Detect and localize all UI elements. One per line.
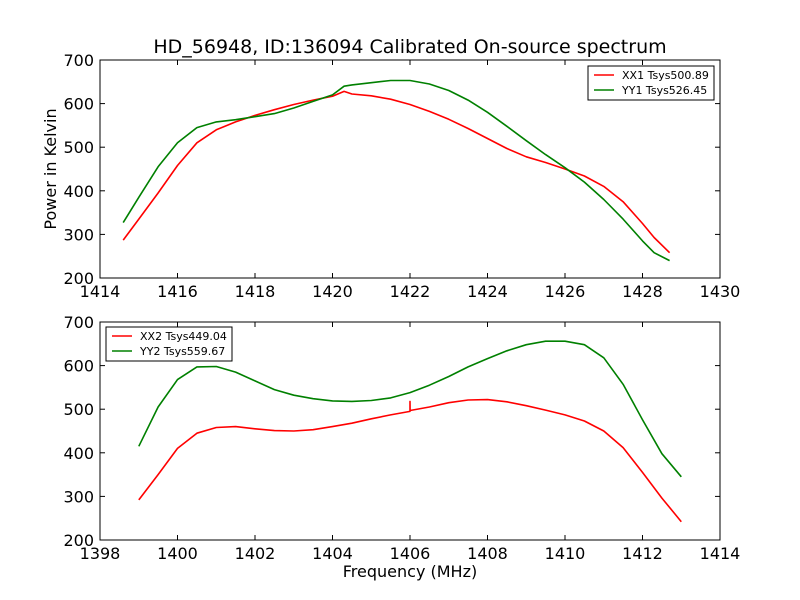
legend-label: YY2 Tsys559.67 — [139, 345, 225, 358]
series-line-2-1 — [138, 398, 682, 523]
figure-title: HD_56948, ID:136094 Calibrated On-source… — [153, 36, 666, 58]
x-tick-label: 1410 — [545, 544, 586, 563]
legend-1: XX1 Tsys500.89 YY1 Tsys526.45 — [587, 65, 715, 101]
legend-label: XX1 Tsys500.89 — [622, 69, 709, 82]
legend-box — [105, 326, 233, 362]
chart-panel-2: 1398 1400 1402 1404 1406 1408 1410 1412 1414 200 3… — [63, 313, 740, 563]
x-tick-label: 1422 — [390, 282, 431, 301]
x-tick-label: 1406 — [390, 544, 431, 563]
y-tick-label: 500 — [63, 400, 94, 419]
y-axis-title: Power in Kelvin — [41, 108, 60, 229]
x-tick-label: 1430 — [700, 282, 741, 301]
y-tick-label: 700 — [63, 313, 94, 332]
y-tick-label: 600 — [63, 357, 94, 376]
y-tick-label: 300 — [63, 225, 94, 244]
series-line-2-2 — [138, 340, 682, 478]
x-tick-label: 1418 — [235, 282, 276, 301]
x-tick-label: 1420 — [312, 282, 353, 301]
x-tick-label: 1402 — [235, 544, 276, 563]
series-line-1-2 — [122, 79, 670, 262]
x-tick-label: 1414 — [80, 282, 121, 301]
legend-2: XX2 Tsys449.04 YY2 Tsys559.67 — [105, 326, 233, 362]
x-tick-label: 1428 — [622, 282, 663, 301]
chart-panel-1: 1414 1416 1418 1420 1422 1424 1426 1428 1430 200 3… — [63, 51, 740, 301]
x-tick-label: 1400 — [157, 544, 198, 563]
x-tick-label: 1408 — [467, 544, 508, 563]
y-tick-label: 300 — [63, 487, 94, 506]
y-tick-label: 200 — [63, 531, 94, 550]
x-tick-label: 1416 — [157, 282, 198, 301]
x-tick-label: 1398 — [80, 544, 121, 563]
x-tick-label: 1426 — [545, 282, 586, 301]
legend-label: XX2 Tsys449.04 — [140, 330, 227, 343]
legend-label: YY1 Tsys526.45 — [621, 84, 707, 97]
y-tick-label: 400 — [63, 182, 94, 201]
y-tick-label: 400 — [63, 444, 94, 463]
series-line-1-1 — [122, 90, 671, 254]
y-tick-label: 200 — [63, 269, 94, 288]
x-tick-label: 1412 — [622, 544, 663, 563]
x-tick-label: 1424 — [467, 282, 508, 301]
x-tick-label: 1414 — [700, 544, 741, 563]
y-tick-label: 500 — [63, 138, 94, 157]
y-tick-label: 700 — [63, 51, 94, 70]
legend-box — [587, 65, 715, 101]
x-tick-label: 1404 — [312, 544, 353, 563]
x-axis-title: Frequency (MHz) — [343, 562, 477, 581]
y-tick-label: 600 — [63, 95, 94, 114]
